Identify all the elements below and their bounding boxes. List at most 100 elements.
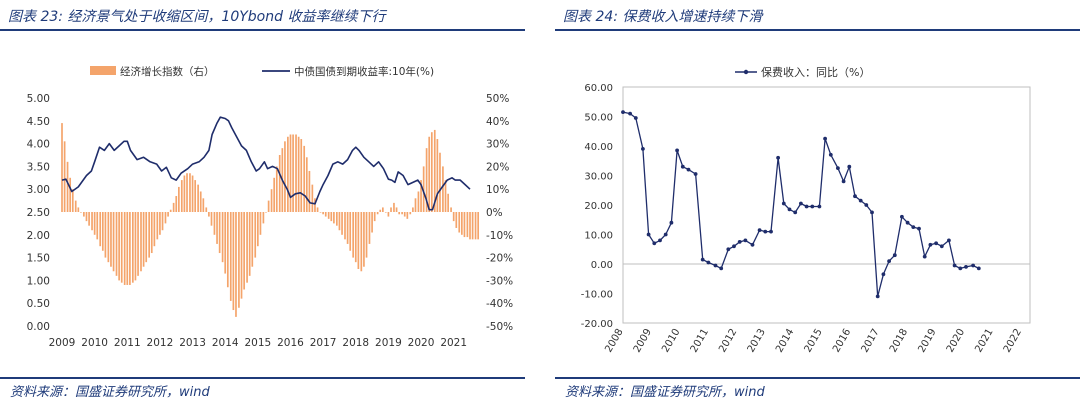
bar bbox=[324, 212, 327, 217]
bar bbox=[221, 212, 224, 263]
data-point bbox=[964, 265, 968, 269]
data-point bbox=[881, 272, 886, 277]
data-point bbox=[663, 232, 668, 237]
bar bbox=[164, 212, 167, 224]
bar bbox=[393, 202, 395, 212]
x-tick-label: 2022 bbox=[1002, 327, 1024, 355]
bar bbox=[112, 212, 115, 272]
bar bbox=[349, 212, 352, 251]
data-point bbox=[847, 164, 852, 169]
legend-label: 保费收入：同比（%） bbox=[761, 65, 870, 79]
data-point bbox=[658, 238, 662, 243]
data-point bbox=[900, 214, 904, 219]
x-tick-label: 2018 bbox=[888, 327, 910, 355]
data-point bbox=[641, 147, 645, 151]
chart-title: 图表 24: 保费收入增速持续下滑 bbox=[563, 9, 763, 25]
premium-growth-line bbox=[622, 111, 980, 298]
legend-marker bbox=[743, 69, 749, 75]
bar bbox=[129, 212, 131, 285]
bar bbox=[379, 209, 382, 212]
bar bbox=[159, 212, 161, 235]
bar bbox=[458, 212, 461, 233]
data-point bbox=[743, 238, 748, 243]
data-point bbox=[793, 210, 798, 215]
data-point bbox=[864, 203, 869, 207]
bar bbox=[107, 212, 110, 263]
bar bbox=[262, 212, 265, 224]
bar bbox=[463, 212, 466, 238]
bar bbox=[240, 212, 243, 299]
data-point bbox=[646, 232, 651, 237]
bar bbox=[295, 134, 297, 212]
y-right-tick-label: -50% bbox=[486, 321, 513, 333]
data-point bbox=[732, 244, 736, 249]
bar bbox=[338, 212, 341, 231]
right-chart: 保费收入：同比（%） -20.00 -10.00 0.00 10.00 20.00 30.0… bbox=[581, 65, 1031, 355]
data-point bbox=[799, 201, 803, 206]
source-rule bbox=[0, 377, 525, 379]
x-tick-label: 2014 bbox=[212, 337, 239, 349]
bar bbox=[71, 189, 74, 212]
data-point bbox=[675, 148, 679, 153]
bar bbox=[137, 212, 139, 276]
y-right-tick-label: -10% bbox=[486, 230, 513, 242]
bar bbox=[292, 134, 294, 212]
data-point bbox=[719, 266, 724, 271]
bar bbox=[382, 207, 384, 212]
x-tick-label: 2010 bbox=[660, 327, 682, 355]
bar bbox=[433, 129, 436, 212]
bar bbox=[175, 196, 178, 212]
data-point bbox=[810, 204, 815, 209]
bar bbox=[352, 212, 354, 258]
bar bbox=[191, 175, 194, 212]
x-tick-label: 2016 bbox=[831, 327, 853, 355]
y-tick-label: 60.00 bbox=[584, 83, 613, 94]
data-point bbox=[952, 263, 957, 268]
legend-bar-label: 经济增长指数（右） bbox=[120, 65, 215, 78]
data-point bbox=[776, 155, 780, 160]
bar bbox=[395, 207, 398, 212]
bar bbox=[461, 212, 463, 235]
bar bbox=[85, 212, 88, 222]
data-point bbox=[875, 294, 880, 299]
y-left-tick-label: 1.00 bbox=[27, 275, 50, 287]
bar bbox=[365, 212, 368, 258]
x-tick-label: 2012 bbox=[717, 327, 739, 355]
bar bbox=[140, 212, 142, 272]
bar bbox=[322, 212, 324, 215]
bar bbox=[267, 200, 270, 212]
left-chart: 经济增长指数（右） 中债国债到期收益率:10年(%) 0.00 0.50 1.00 1.5… bbox=[27, 65, 514, 349]
bar bbox=[246, 212, 248, 283]
bar bbox=[327, 212, 330, 219]
y-right-tick-label: 40% bbox=[486, 116, 509, 128]
data-point bbox=[858, 198, 863, 203]
bar bbox=[169, 209, 172, 212]
data-point bbox=[652, 241, 657, 246]
data-point bbox=[823, 136, 827, 141]
bar bbox=[273, 177, 276, 212]
bar bbox=[186, 173, 188, 212]
bar bbox=[167, 212, 169, 217]
bar bbox=[398, 212, 401, 215]
bar bbox=[123, 212, 126, 285]
bar bbox=[414, 198, 417, 212]
bar bbox=[371, 212, 373, 233]
bar bbox=[197, 184, 199, 212]
bar bbox=[422, 166, 425, 212]
x-tick-label: 2008 bbox=[603, 327, 625, 355]
data-point bbox=[934, 241, 938, 246]
y-left-tick-label: 0.50 bbox=[27, 298, 50, 310]
x-tick-label: 2013 bbox=[179, 337, 206, 349]
bar bbox=[229, 212, 232, 301]
y-right-tick-label: 10% bbox=[486, 184, 509, 196]
bar bbox=[373, 212, 376, 222]
legend-bar-swatch bbox=[90, 66, 116, 75]
bar bbox=[248, 212, 251, 276]
data-point bbox=[841, 179, 846, 184]
bar bbox=[341, 212, 343, 235]
bar bbox=[142, 212, 145, 267]
x-tick-label: 2010 bbox=[81, 337, 108, 349]
bar bbox=[428, 136, 431, 212]
bar bbox=[210, 212, 213, 226]
bar bbox=[150, 212, 153, 254]
